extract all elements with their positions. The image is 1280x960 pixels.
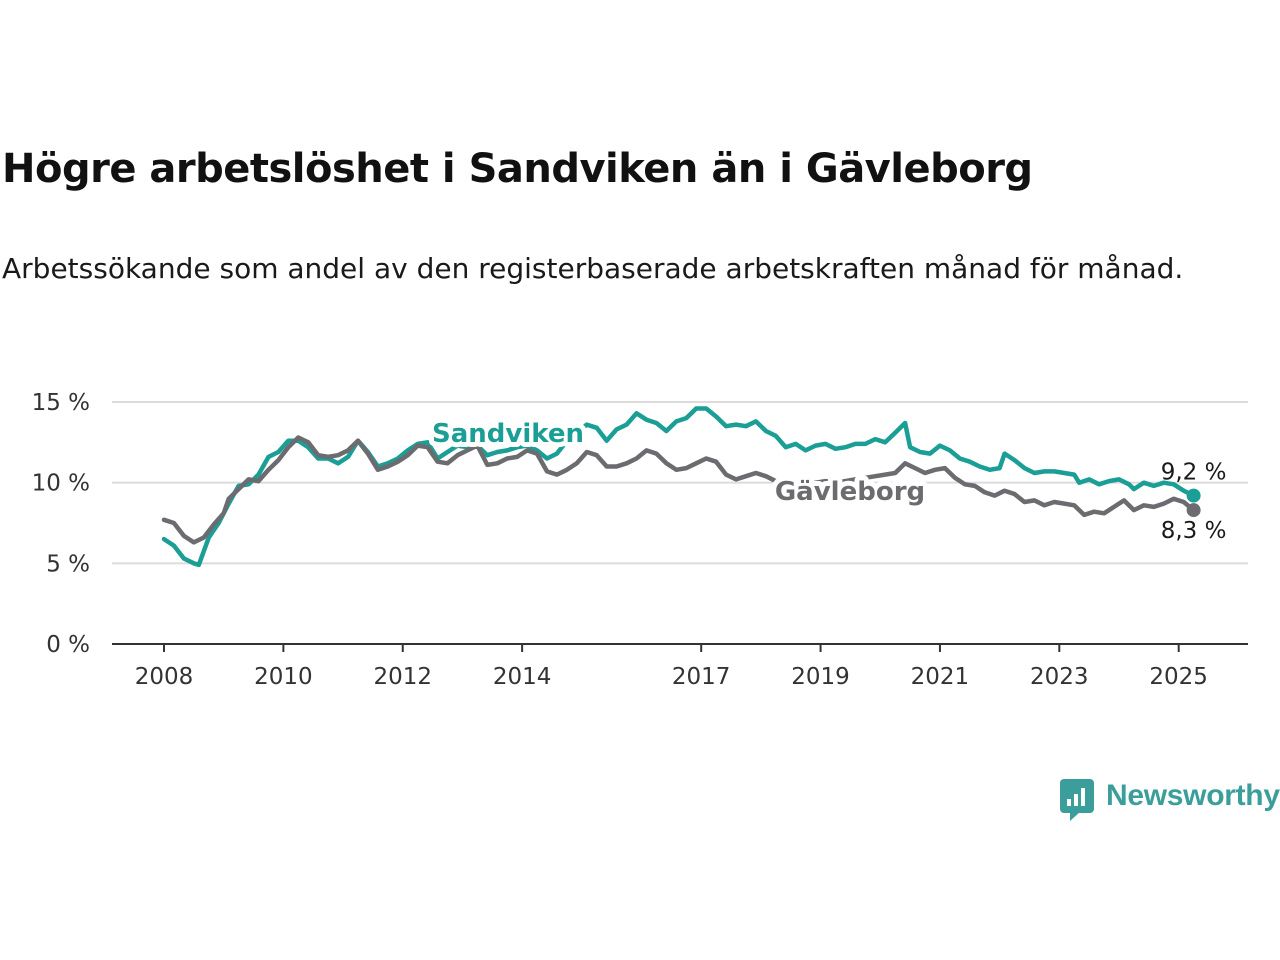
series-lines — [161, 406, 1196, 568]
series-name-label: Sandviken — [432, 419, 584, 449]
series-labels: SandvikenSandvikenGävleborgGävleborg9,2 … — [427, 414, 1227, 544]
series-line-sandviken — [161, 406, 1196, 568]
end-value-label: 8,3 % — [1161, 518, 1227, 544]
newsworthy-logo: Newsworthy — [1060, 774, 1280, 821]
chart-title: Högre arbetslöshet i Sandviken än i Gävl… — [2, 146, 1033, 192]
y-axis-ticks: 0 % 5 % 10 % 15 % — [32, 390, 90, 658]
series-name-label: Gävleborg — [775, 477, 925, 507]
y-tick-label: 5 % — [46, 551, 90, 577]
x-tick-label: 2012 — [373, 664, 432, 690]
series-label-halo: Gävleborg — [775, 477, 925, 507]
y-tick-label: 15 % — [32, 390, 90, 416]
gridlines — [112, 401, 1248, 565]
y-tick-label: 10 % — [32, 471, 90, 497]
end-point — [1186, 503, 1201, 518]
y-tick-label: 0 % — [46, 632, 90, 658]
x-axis: 2008 2010 2012 2014 2017 2019 2021 2023 2025 — [112, 643, 1248, 690]
brand-name: Newsworthy — [1106, 779, 1280, 812]
x-tick-label: 2017 — [672, 664, 731, 690]
x-tick-label: 2023 — [1030, 664, 1089, 690]
series-line-gavleborg — [161, 435, 1196, 545]
end-value-label: 9,2 % — [1161, 460, 1227, 486]
newsworthy-logo-icon — [1060, 779, 1094, 821]
end-point — [1186, 488, 1201, 503]
series-label-halo: Sandviken — [432, 419, 584, 449]
x-tick-label: 2021 — [911, 664, 970, 690]
x-tick-label: 2019 — [791, 664, 850, 690]
chart-subtitle: Arbetssökande som andel av den registerb… — [2, 252, 1184, 285]
x-tick-label: 2025 — [1149, 664, 1208, 690]
x-tick-label: 2014 — [493, 664, 552, 690]
x-tick-label: 2010 — [254, 664, 313, 690]
x-tick-label: 2008 — [135, 664, 194, 690]
